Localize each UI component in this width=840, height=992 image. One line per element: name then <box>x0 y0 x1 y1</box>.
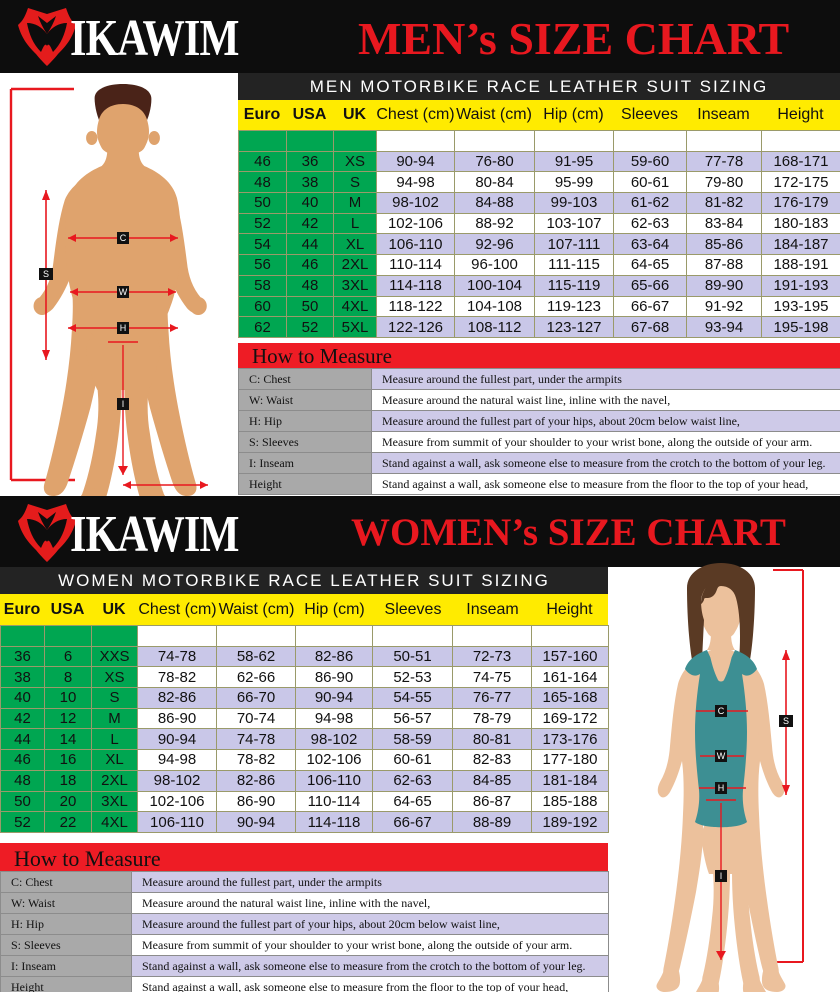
svg-text:S: S <box>783 716 789 726</box>
svg-text:W: W <box>717 751 726 761</box>
svg-text:I: I <box>122 399 125 409</box>
svg-text:H: H <box>120 323 127 333</box>
svg-text:C: C <box>120 233 127 243</box>
svg-text:H: H <box>718 783 725 793</box>
svg-text:W: W <box>119 287 128 297</box>
svg-text:I: I <box>720 871 723 881</box>
svg-text:S: S <box>43 269 49 279</box>
svg-text:C: C <box>718 706 725 716</box>
